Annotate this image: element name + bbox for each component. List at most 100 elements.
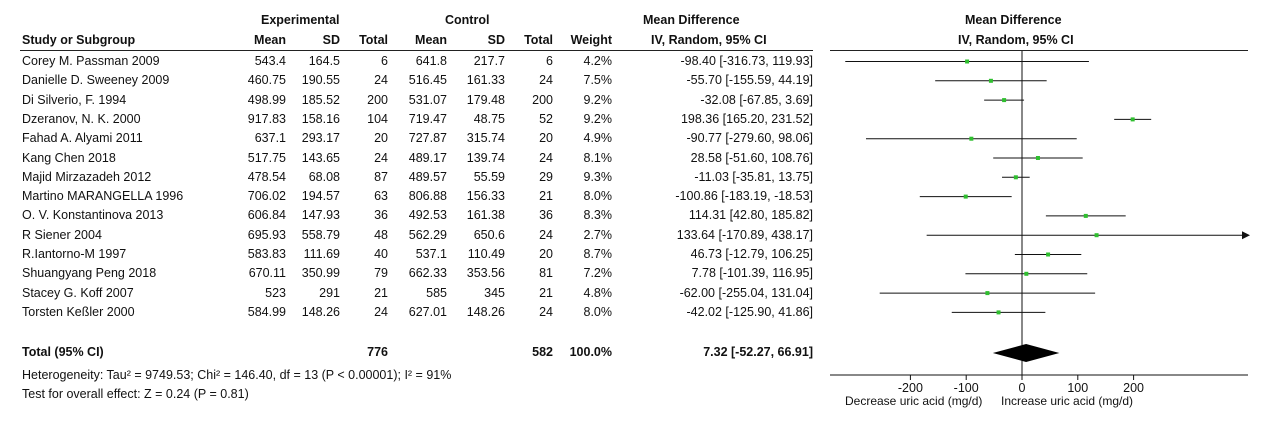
mean-control: 516.45 xyxy=(408,73,447,88)
study-name: Martino MARANGELLA 1996 xyxy=(22,189,184,204)
total-experimental: 20 xyxy=(374,131,388,146)
total-control: 582 xyxy=(532,345,553,359)
axis-label-left: Decrease uric acid (mg/d) xyxy=(845,394,983,408)
header-group-mean-difference: Mean Difference xyxy=(643,13,740,27)
point-estimate xyxy=(969,136,974,141)
total-control: 24 xyxy=(539,150,553,165)
point-estimate xyxy=(1130,117,1135,122)
sd-experimental: 185.52 xyxy=(301,92,340,107)
total-experimental: 776 xyxy=(367,345,388,359)
ci-text: -55.70 [-155.59, 44.19] xyxy=(686,73,813,88)
header-mean-experimental: Mean xyxy=(254,33,286,47)
ci-text: -32.08 [-67.85, 3.69] xyxy=(700,92,813,107)
point-estimate xyxy=(988,78,993,83)
total-experimental: 87 xyxy=(374,169,388,184)
ci-text: 133.64 [-170.89, 438.17] xyxy=(676,227,813,242)
mean-experimental: 606.84 xyxy=(247,208,286,223)
total-control: 24 xyxy=(539,227,553,242)
point-estimate xyxy=(985,291,990,296)
sd-control: 161.38 xyxy=(466,208,505,223)
weight: 8.0% xyxy=(583,304,613,319)
mean-control: 531.07 xyxy=(408,92,447,107)
point-estimate xyxy=(1046,252,1051,257)
total-control: 20 xyxy=(539,247,553,261)
sd-control: 650.6 xyxy=(473,227,505,242)
study-name: O. V. Konstantinova 2013 xyxy=(22,208,164,223)
study-name: Dzeranov, N. K. 2000 xyxy=(22,111,141,126)
sd-control: 156.33 xyxy=(466,189,505,204)
sd-control: 353.56 xyxy=(466,266,505,281)
ci-text: -11.03 [-35.81, 13.75] xyxy=(694,169,813,184)
study-name: Majid Mirzazadeh 2012 xyxy=(22,169,152,184)
total-control: 52 xyxy=(539,111,553,126)
x-tick-label: -100 xyxy=(954,381,979,395)
mean-experimental: 460.75 xyxy=(247,73,286,88)
mean-experimental: 583.83 xyxy=(247,247,286,261)
mean-control: 489.17 xyxy=(408,150,447,165)
header-total-control: Total xyxy=(524,33,553,47)
study-name: Kang Chen 2018 xyxy=(22,150,116,165)
total-control: 21 xyxy=(539,189,553,204)
point-estimate xyxy=(1094,233,1099,238)
ci-text: -100.86 [-183.19, -18.53] xyxy=(675,189,813,204)
ci-text: -62.00 [-255.04, 131.04] xyxy=(679,285,813,300)
mean-control: 662.33 xyxy=(408,266,447,281)
total-control: 21 xyxy=(539,285,553,300)
sd-control: 345 xyxy=(484,285,505,300)
total-experimental: 79 xyxy=(374,266,388,281)
total-experimental: 104 xyxy=(367,111,388,126)
sd-control: 161.33 xyxy=(466,73,505,88)
total-weight: 100.0% xyxy=(569,345,612,359)
mean-experimental: 478.54 xyxy=(247,169,286,184)
mean-control: 627.01 xyxy=(408,304,447,319)
weight: 8.0% xyxy=(583,189,613,204)
ci-text: -98.40 [-316.73, 119.93] xyxy=(680,54,813,68)
x-tick-label: 100 xyxy=(1067,381,1088,395)
weight: 4.8% xyxy=(583,285,613,300)
point-estimate xyxy=(1024,271,1029,276)
mean-control: 492.53 xyxy=(408,208,447,223)
mean-control: 806.88 xyxy=(408,189,447,204)
study-name: R Siener 2004 xyxy=(22,227,102,242)
sd-experimental: 190.55 xyxy=(301,73,340,88)
sd-control: 48.75 xyxy=(473,111,505,126)
sd-control: 179.48 xyxy=(466,92,505,107)
mean-experimental: 917.83 xyxy=(247,111,286,126)
study-name: Stacey G. Koff 2007 xyxy=(22,285,134,300)
mean-control: 727.87 xyxy=(408,131,447,146)
weight: 2.7% xyxy=(583,227,613,242)
point-estimate xyxy=(1002,98,1007,103)
weight: 9.3% xyxy=(583,169,613,184)
header-total-experimental: Total xyxy=(359,33,388,47)
sd-experimental: 148.26 xyxy=(301,304,340,319)
total-control: 24 xyxy=(539,304,553,319)
total-experimental: 63 xyxy=(374,189,388,204)
study-name: Torsten Keßler 2000 xyxy=(22,304,135,319)
header-mean-control: Mean xyxy=(415,33,447,47)
total-experimental: 40 xyxy=(374,247,388,261)
total-control: 36 xyxy=(539,208,553,223)
mean-experimental: 517.75 xyxy=(247,150,286,165)
mean-control: 562.29 xyxy=(408,227,447,242)
mean-experimental: 706.02 xyxy=(247,189,286,204)
total-experimental: 36 xyxy=(374,208,388,223)
heterogeneity-text: Heterogeneity: Tau² = 9749.53; Chi² = 14… xyxy=(22,368,452,382)
sd-control: 110.49 xyxy=(467,247,505,261)
sd-experimental: 164.5 xyxy=(308,54,340,68)
sd-experimental: 111.69 xyxy=(303,247,340,261)
mean-experimental: 584.99 xyxy=(247,304,286,319)
study-name: Corey M. Passman 2009 xyxy=(22,54,160,68)
total-experimental: 200 xyxy=(367,92,388,107)
total-experimental: 24 xyxy=(374,150,388,165)
sd-experimental: 293.17 xyxy=(301,131,340,146)
sd-experimental: 194.57 xyxy=(301,189,340,204)
study-name: Fahad A. Alyami 2011 xyxy=(22,131,143,146)
mean-experimental: 637.1 xyxy=(254,131,286,146)
ci-text: 7.78 [-101.39, 116.95] xyxy=(691,266,813,281)
ci-text: 114.31 [42.80, 185.82] xyxy=(688,208,813,223)
total-control: 81 xyxy=(539,266,553,281)
ci-text: 198.36 [165.20, 231.52] xyxy=(680,111,813,126)
total-experimental: 48 xyxy=(374,227,388,242)
weight: 4.2% xyxy=(583,54,613,68)
